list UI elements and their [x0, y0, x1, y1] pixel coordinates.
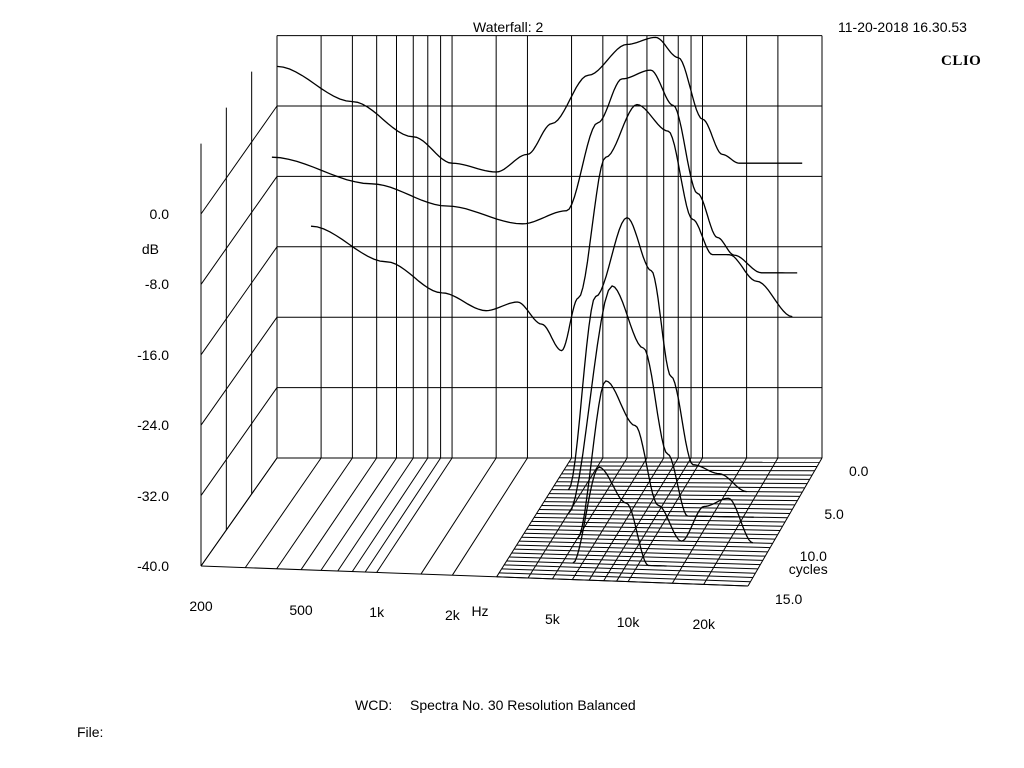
floor-spectrum-line [516, 544, 768, 553]
x-tick-label: 500 [289, 601, 313, 618]
side-wall-gridline [200, 176, 278, 285]
floor-spectrum-line [519, 540, 771, 549]
spectrum-curve-2 [310, 103, 793, 352]
x-axis-label: Hz [471, 603, 489, 619]
floor-depth-line [451, 457, 528, 576]
spectrum-curve-4 [567, 285, 754, 518]
spectrum-curve-6 [572, 466, 667, 567]
floor-spectrum-line [504, 564, 756, 574]
z-tick-label: 5.0 [824, 505, 844, 522]
spectrum-curve-3 [567, 216, 747, 493]
side-wall-gridline [200, 105, 278, 215]
floor-spectrum-line [526, 528, 778, 536]
floor-spectrum-line [509, 556, 761, 566]
floor-depth-line [364, 457, 442, 573]
x-tick-label: 200 [189, 598, 213, 614]
timestamp: 11-20-2018 16.30.53 [838, 19, 967, 35]
side-wall-gridline [200, 316, 278, 426]
floor-depth-line [337, 457, 414, 572]
floor-spectrum-line [524, 532, 776, 540]
spectrum-curve-0 [276, 36, 803, 173]
floor-spectrum-line [521, 536, 773, 544]
floor-spectrum-line [564, 469, 815, 472]
x-tick-label: 20k [692, 616, 716, 633]
floor-spectrum-line [499, 572, 751, 583]
x-tick-label: 2k [444, 607, 460, 624]
z-axis-label: cycles [788, 561, 828, 578]
clio-logo: CLIO [941, 53, 982, 69]
floor-depth-line [320, 457, 397, 571]
floor-depth-line [420, 457, 497, 575]
floor-spectrum-line [556, 481, 808, 485]
x-tick-label: 5k [544, 610, 560, 627]
floor-spectrum-line [534, 516, 786, 523]
y-axis-label: dB [141, 241, 159, 258]
waterfall-series [271, 36, 803, 567]
floor-spectrum-line [514, 548, 766, 557]
floor-spectrum-line [551, 489, 803, 493]
spectra-info-label: WCD: [355, 697, 393, 713]
chart-title: Waterfall: 2 [473, 19, 544, 35]
floor-spectrum-line [554, 485, 805, 489]
side-wall-gridline [200, 387, 278, 496]
y-tick-label: -32.0 [137, 487, 169, 504]
right-floor-edge [747, 457, 823, 587]
y-tick-label: -16.0 [137, 346, 169, 363]
floor-depth-line [276, 457, 353, 570]
spectrum-curve-1 [271, 69, 798, 274]
floor-spectrum-line [546, 497, 798, 502]
floor-spectrum-line [559, 477, 810, 480]
file-label: File: [77, 724, 104, 740]
floor-spectrum-line [501, 568, 753, 578]
floor-depth-line [200, 457, 278, 567]
floor-spectrum-line [531, 520, 783, 527]
y-tick-label: -8.0 [144, 276, 169, 293]
floor-depth-line [300, 457, 378, 570]
floor-depth-line [351, 457, 429, 572]
z-tick-label: 15.0 [775, 591, 803, 607]
floor-spectrum-line [511, 552, 763, 561]
floor-spectrum-line [506, 560, 758, 570]
floor-depth-line [376, 457, 453, 573]
spectrum-curve-5 [576, 380, 754, 544]
front-axis-line [200, 565, 749, 587]
chart-grid [200, 35, 823, 587]
floor-spectrum-line [541, 505, 793, 510]
y-tick-label: -40.0 [137, 558, 169, 574]
floor-spectrum-line [566, 465, 818, 468]
x-tick-label: 1k [369, 604, 385, 621]
side-wall-gridline [200, 246, 278, 356]
y-tick-label: -24.0 [137, 417, 169, 434]
floor-spectrum-line [549, 493, 800, 497]
floor-depth-line [244, 457, 322, 568]
y-tick-label: 0.0 [149, 206, 169, 222]
floor-spectrum-line [561, 473, 813, 476]
x-tick-label: 10k [616, 613, 640, 630]
z-tick-label: 10.0 [799, 548, 827, 565]
spectra-info: Spectra No. 30 Resolution Balanced [410, 697, 636, 713]
floor-spectrum-line [529, 524, 781, 532]
z-tick-label: 0.0 [849, 463, 869, 479]
